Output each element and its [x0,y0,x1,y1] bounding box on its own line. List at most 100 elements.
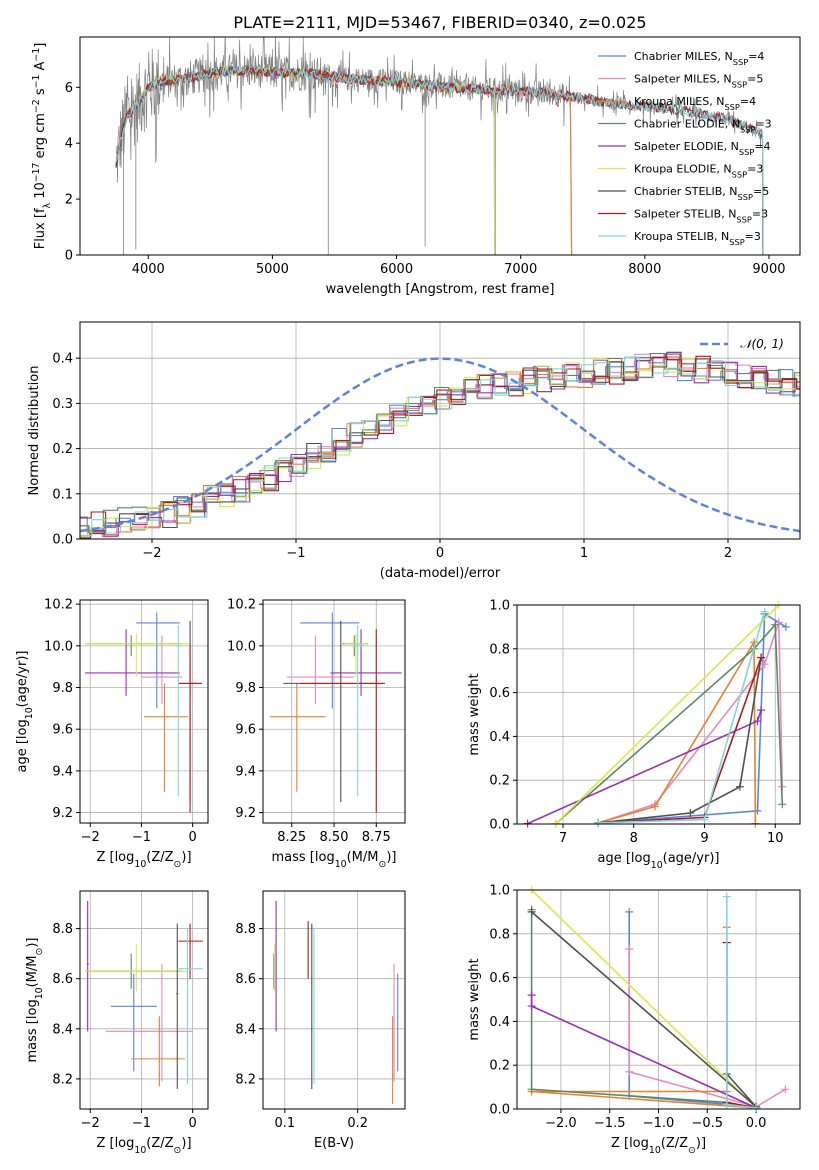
mass-vs-Z-panel: −2 −1 0 8.2 8.4 8.6 8.8 Z [log10(Z/Z⊙)] mass [lo… [25,890,209,1156]
y-tick-label: 0.2 [489,1059,510,1074]
series-point [735,782,744,791]
x-tick-label: −2 [81,830,100,845]
x-tick-label: 8 [630,831,638,846]
spectrum-legend: Chabrier MILES, NSSP=4 Salpeter MILES, NS… [598,50,772,247]
series-point [527,907,536,916]
y-tick-label: 0 [65,249,73,264]
y-tick-label: 10.0 [44,639,73,654]
series-point [778,800,787,809]
x-tick-label: −1.0 [643,1116,675,1131]
x-tick-label: 0.0 [746,1116,767,1131]
histogram-kroupa-miles [80,356,800,536]
x-tick-label: −1 [286,546,305,561]
y-tick-label: 8.2 [235,1072,256,1087]
normal-curve [80,357,800,533]
x-tick-label: 6000 [380,262,413,277]
y-tick-label: 0.2 [52,442,73,457]
age-vs-Z-panel: −2 −1 0 9.2 9.4 9.6 9.8 10.0 10.2 Z [log10(Z/Z⊙)]… [15,598,209,870]
y-tick-label: 0.1 [52,487,73,502]
series-point [594,818,603,827]
x-axis-label: E(B-V) [314,1136,354,1151]
legend-label: Chabrier ELODIE, NSSP=3 [634,118,772,135]
model-spectrum-kroupa-stelib [115,64,764,255]
x-tick-label: 9000 [752,262,785,277]
series-chabrier-stelib [598,657,762,824]
legend-label: Kroupa STELIB, NSSP=3 [634,230,761,247]
x-tick-label: 8.75 [362,830,391,845]
x-tick-label: 8000 [628,262,661,277]
y-axis-label: age [log10(age/yr)] [15,651,35,773]
x-axis-label: Z [log10(Z/Z⊙)] [611,1136,706,1156]
legend-label: Kroupa ELODIE, NSSP=3 [634,163,763,180]
series-point [686,809,695,818]
x-tick-label: 0 [188,1116,196,1131]
series-point [753,717,762,726]
x-tick-label: 1 [580,546,588,561]
y-tick-label: 9.4 [52,764,73,779]
series-kroupa-miles [598,639,757,824]
x-tick-label: −0.5 [692,1116,724,1131]
x-tick-label: 7 [559,831,567,846]
x-tick-label: −1 [132,830,151,845]
legend-label: Salpeter ELODIE, NSSP=4 [634,140,771,157]
x-tick-label: 10 [767,831,784,846]
y-axis-label: mass [log10(M/M⊙)] [25,938,45,1063]
y-tick-label: 0.3 [52,397,73,412]
x-tick-label: 0.2 [347,1116,368,1131]
residual-distribution-panel: −2 −1 0 1 2 0.0 0.1 0.2 0.3 0.4 (data-model)/error… [27,321,801,581]
age-vs-mass-panel: 8.25 8.50 8.75 9.2 9.4 9.6 9.8 10.0 10.2 mass [lo… [227,598,406,870]
axes-frame [79,890,209,1110]
series-point [752,1103,761,1112]
axes-frame [262,890,406,1110]
histogram-salpeter-elodie [80,353,800,539]
x-axis-label: age [log10(age/yr)] [598,851,720,871]
y-tick-label: 1.0 [489,884,510,899]
y-tick-label: 9.8 [52,681,73,696]
y-tick-label: 0.8 [489,927,510,942]
series-kroupa-elodie [555,605,780,824]
axes-frame [262,599,406,824]
x-axis-label: (data-model)/error [380,566,501,581]
y-tick-label: 0.6 [489,971,510,986]
series-point [527,1085,536,1094]
y-tick-label: 9.2 [235,806,256,821]
y-tick-label: 9.6 [52,723,73,738]
massweight-vs-Z-panel: −2.0 −1.5 −1.0 −0.5 0.0 0.0 0.2 0.4 0.6 0.8 1.0 Z [… [467,884,801,1156]
y-axis-label: Normed distribution [27,366,42,496]
y-tick-label: 0.0 [489,1103,510,1118]
series-chabrier-elodie [555,622,784,824]
y-tick-label: 8.4 [235,1022,256,1037]
series-point [527,991,536,1000]
y-tick-label: 0.6 [489,686,510,701]
y-tick-label: 9.2 [52,806,73,821]
series-kroupa-elodie [531,890,757,1109]
model-spectrum-kroupa-elodie [115,64,496,255]
y-tick-label: 8.8 [52,922,73,937]
x-axis-label: Z [log10(Z/Z⊙)] [96,850,191,870]
series-point [527,1002,536,1011]
series-point [700,815,709,824]
y-tick-label: 0.2 [489,774,510,789]
y-tick-label: 8.8 [235,922,256,937]
y-axis-label: mass weight [467,958,482,1040]
y-tick-label: 0.4 [52,352,73,367]
axes-frame [516,604,801,825]
x-tick-label: −1 [132,1116,151,1131]
y-tick-label: 8.6 [235,972,256,987]
x-tick-label: 0 [188,830,196,845]
series-point [771,620,780,629]
x-tick-label: 2 [724,546,732,561]
x-tick-label: 0 [436,546,444,561]
y-tick-label: 9.8 [235,681,256,696]
x-tick-label: −2.0 [545,1116,577,1131]
x-axis-label: Z [log10(Z/Z⊙)] [96,1136,191,1156]
x-tick-label: 8.50 [320,830,349,845]
y-tick-label: 0.4 [489,1015,510,1030]
histogram-kroupa-stelib [80,356,800,537]
y-tick-label: 8.4 [52,1022,73,1037]
y-tick-label: 0.0 [489,818,510,833]
axes-frame [79,36,801,256]
legend-label: Kroupa MILES, NSSP=4 [634,95,756,112]
x-axis-label: wavelength [Angstrom, rest frame] [326,282,555,297]
y-tick-label: 10.2 [227,598,256,613]
